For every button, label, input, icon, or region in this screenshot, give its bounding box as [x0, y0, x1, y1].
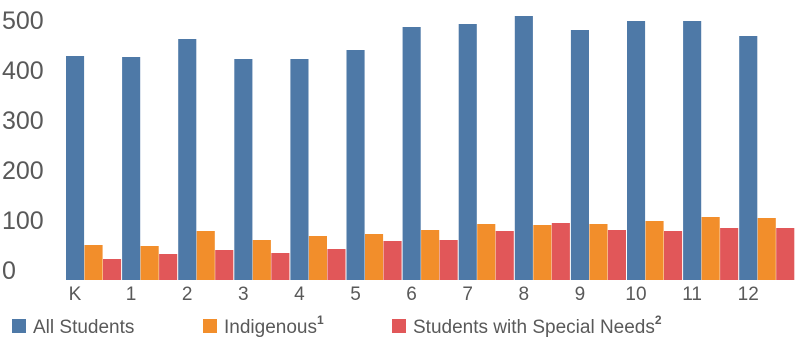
legend-label: Students with Special Needs2 [413, 313, 662, 338]
bar-students-with-special-needs-7 [495, 231, 514, 280]
bar-all-students-1 [122, 57, 141, 280]
bar-indigenous-4 [308, 236, 327, 280]
bar-all-students-12 [739, 36, 758, 280]
y-axis: 0 100 200 300 400 500 [2, 7, 44, 285]
bar-students-with-special-needs-9 [607, 230, 626, 280]
y-tick-label: 0 [2, 257, 16, 285]
bar-students-with-special-needs-2 [215, 250, 234, 280]
x-tick-label: 2 [182, 284, 193, 305]
legend-footnote-marker: 2 [655, 313, 662, 327]
bar-indigenous-12 [757, 218, 776, 280]
bar-indigenous-3 [252, 240, 271, 280]
bar-all-students-k [66, 56, 85, 280]
bar-all-students-7 [458, 24, 477, 280]
bar-indigenous-2 [196, 231, 215, 280]
legend-label: Indigenous1 [224, 313, 324, 338]
bar-all-students-8 [514, 16, 533, 280]
bar-students-with-special-needs-11 [720, 228, 739, 280]
bar-all-students-4 [290, 59, 309, 280]
bar-students-with-special-needs-4 [327, 249, 346, 280]
bar-all-students-5 [346, 50, 365, 280]
y-tick-label: 400 [2, 57, 44, 85]
bar-students-with-special-needs-8 [551, 223, 570, 280]
x-tick-label: 8 [519, 284, 530, 305]
bar-students-with-special-needs-1 [159, 254, 178, 280]
bar-indigenous-k [84, 245, 103, 280]
x-tick-label: 6 [406, 284, 417, 305]
x-tick-label: 11 [682, 284, 702, 305]
bar-indigenous-10 [645, 221, 664, 280]
x-tick-label: 12 [738, 284, 759, 305]
bar-indigenous-11 [701, 217, 720, 280]
x-axis: K 1 2 3 4 5 6 7 8 9 10 11 12 [69, 284, 759, 305]
x-tick-label: 4 [294, 284, 305, 305]
bar-indigenous-5 [365, 234, 384, 280]
bar-all-students-3 [234, 59, 253, 280]
legend-swatch [203, 319, 217, 333]
legend-swatch [392, 319, 406, 333]
y-tick-label: 500 [2, 7, 44, 35]
bar-all-students-6 [402, 27, 421, 280]
bar-students-with-special-needs-10 [664, 231, 683, 280]
bar-all-students-9 [570, 30, 589, 280]
bar-indigenous-7 [477, 224, 496, 280]
bar-indigenous-8 [533, 225, 552, 280]
bar-indigenous-1 [140, 246, 159, 280]
x-tick-label: 7 [462, 284, 473, 305]
x-tick-label: 10 [625, 284, 646, 305]
y-tick-label: 300 [2, 107, 44, 135]
bar-students-with-special-needs-k [103, 259, 122, 280]
x-tick-label: 5 [350, 284, 361, 305]
x-tick-label: 9 [575, 284, 586, 305]
bar-all-students-11 [683, 21, 702, 280]
x-tick-label: 1 [126, 284, 137, 305]
bars [66, 16, 795, 280]
legend-swatch [12, 319, 26, 333]
legend-label: All Students [33, 317, 134, 338]
y-tick-label: 100 [2, 207, 44, 235]
bar-students-with-special-needs-5 [383, 241, 402, 280]
bar-all-students-2 [178, 39, 197, 280]
legend: All Students Indigenous1 Students with Spe… [12, 313, 662, 338]
x-tick-label: 3 [238, 284, 249, 305]
y-tick-label: 200 [2, 157, 44, 185]
bar-students-with-special-needs-3 [271, 253, 290, 280]
x-tick-label: K [69, 284, 82, 305]
bar-students-with-special-needs-12 [776, 228, 795, 280]
bar-indigenous-6 [421, 230, 440, 280]
bar-students-with-special-needs-6 [439, 240, 458, 280]
bar-indigenous-9 [589, 224, 608, 280]
legend-footnote-marker: 1 [317, 313, 324, 327]
bar-all-students-10 [627, 21, 646, 280]
